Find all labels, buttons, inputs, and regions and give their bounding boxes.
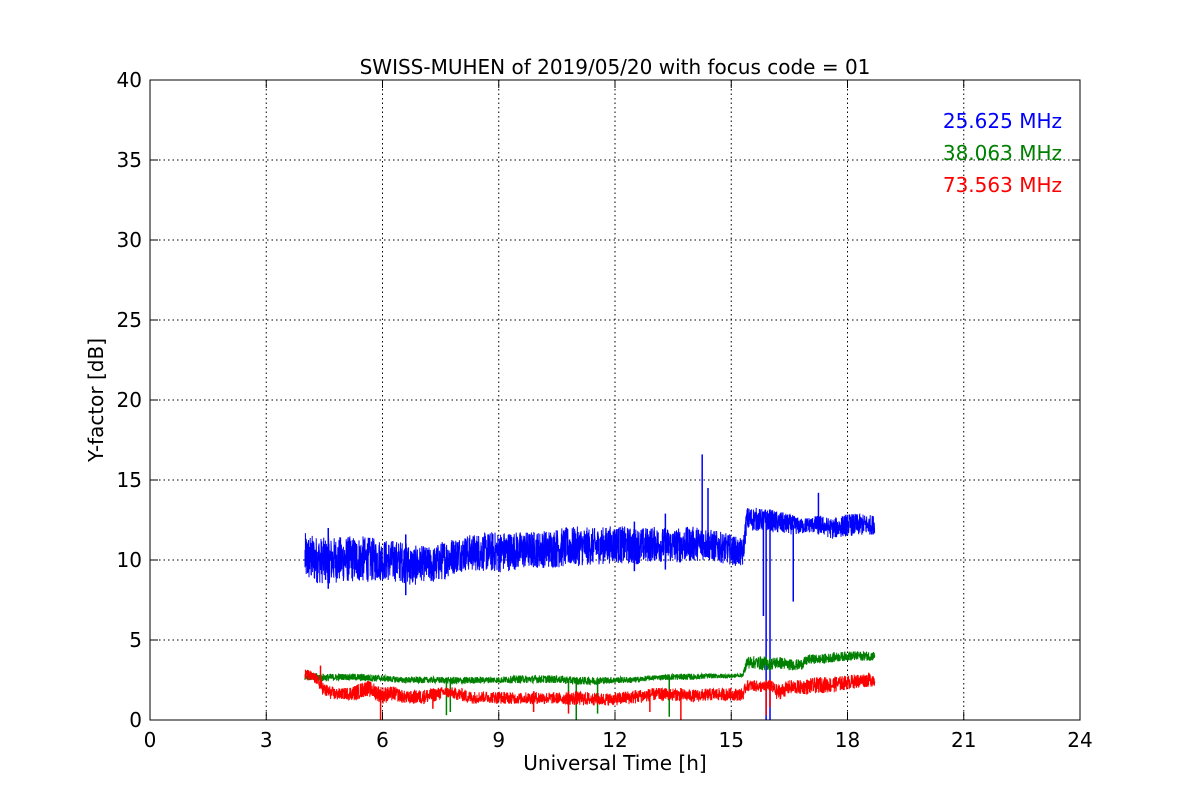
x-tick-label: 18 [835,728,860,752]
series-line [304,669,876,706]
legend: 25.625 MHz 38.063 MHz 73.563 MHz [943,109,1062,197]
y-axis-label: Y-factor [dB] [84,338,108,463]
x-tick-label: 0 [144,728,157,752]
legend-entry: 25.625 MHz [943,109,1062,133]
axis-ticks: 0 3 6 9 12 15 18 21 24 0 5 10 15 20 25 30 35 40 [117,68,1093,752]
x-tick-label: 24 [1067,728,1092,752]
series-line [304,507,876,585]
x-tick-label: 6 [376,728,389,752]
y-tick-label: 0 [129,708,142,732]
x-tick-label: 12 [602,728,627,752]
legend-entry: 38.063 MHz [943,141,1062,165]
chart-title: SWISS-MUHEN of 2019/05/20 with focus cod… [360,55,871,79]
x-tick-label: 15 [719,728,744,752]
y-tick-label: 10 [117,548,142,572]
x-axis-label: Universal Time [h] [523,751,706,775]
y-tick-label: 25 [117,308,142,332]
x-tick-label: 21 [951,728,976,752]
series-0 [304,454,876,720]
y-tick-label: 40 [117,68,142,92]
grid [150,80,1080,720]
y-tick-label: 15 [117,468,142,492]
y-tick-label: 20 [117,388,142,412]
series-line [304,651,876,686]
y-tick-label: 5 [129,628,142,652]
legend-entry: 73.563 MHz [943,173,1062,197]
x-tick-label: 9 [492,728,505,752]
y-tick-label: 35 [117,148,142,172]
series-2 [304,665,876,720]
x-tick-label: 3 [260,728,273,752]
y-tick-label: 30 [117,228,142,252]
series-group [304,454,876,720]
